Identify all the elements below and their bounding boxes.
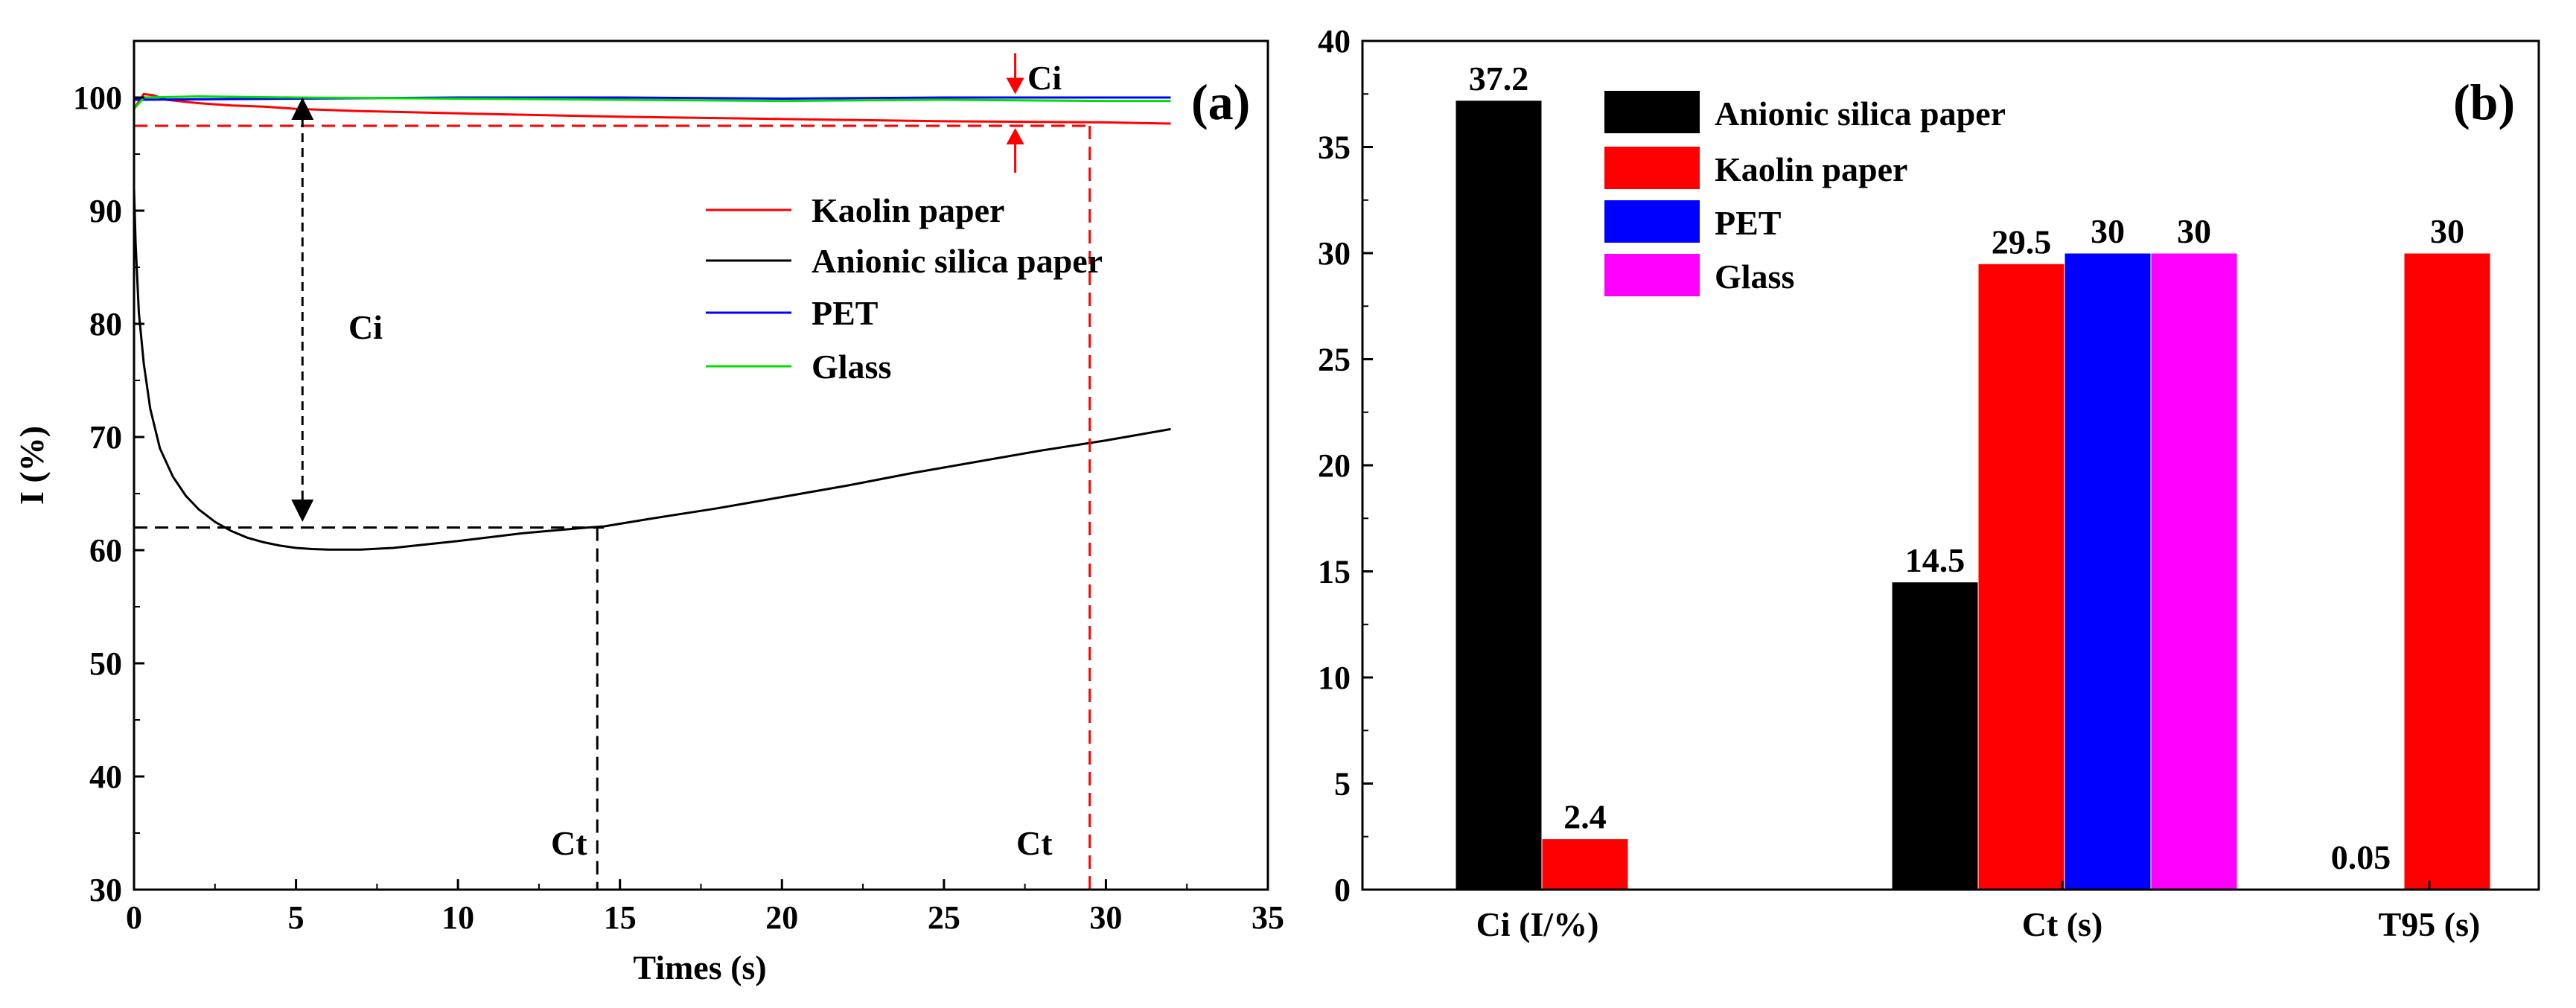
legend-swatch-glass-bar (1604, 254, 1700, 296)
category-label-t95-s: T95 (s) (2379, 905, 2481, 943)
x-tick-label: 10 (441, 899, 474, 936)
panel-b-data-labels: 37.2 2.4 14.5 29.5 30 30 0.05 30 (1469, 60, 2464, 876)
data-label-anionic-silica-paper-ct-s: 14.5 (1905, 541, 1966, 579)
x-tick-label: 30 (1089, 899, 1122, 936)
y-tick-label: 30 (89, 872, 122, 908)
bar-pet-ct-s (2064, 252, 2152, 890)
data-label-kaolin-paper-ci-i: 2.4 (1563, 798, 1607, 836)
x-tick-label: 5 (288, 899, 305, 936)
x-tick-label: 15 (604, 899, 637, 936)
bar-kaolin-paper-t95-s (2403, 252, 2491, 890)
bar-anionic-silica-paper-ci-i (1455, 100, 1543, 890)
series-line-glass (133, 95, 1171, 110)
y-tick-label: 90 (89, 193, 122, 229)
y-tick-label: 70 (89, 419, 122, 456)
b-y-tick-label: 40 (1318, 23, 1351, 60)
data-label-pet-ct-s: 30 (2091, 212, 2125, 250)
legend-swatch-anionic-silica-paper-bar (1604, 91, 1700, 133)
panel-a-x-axis-label: Times (s) (633, 948, 766, 986)
series-line-anionic-silica-paper (133, 188, 1171, 551)
panel-b-label: (b) (2453, 74, 2515, 130)
panel-b-bar-chart: 0 5 10 15 20 25 30 35 40 Ci (I/%) Ct (s) T95 (s) 3… (1318, 23, 2540, 943)
x-tick-label: 25 (928, 899, 960, 936)
data-label-kaolin-paper-ct-s: 29.5 (1992, 223, 2052, 261)
panel-b-legend: Anionic silica paper Kaolin paper PET Gl… (1604, 91, 2006, 296)
legend-label-anionic-silica-paper: Anionic silica paper (812, 242, 1103, 280)
ct-red-label: Ct (1016, 824, 1053, 862)
b-y-tick-label: 5 (1334, 766, 1351, 803)
b-y-tick-label: 15 (1318, 554, 1351, 590)
legend-b-label-kaolin-paper: Kaolin paper (1715, 150, 1907, 188)
ci-left-arrowhead-down (291, 500, 314, 522)
b-y-tick-label: 25 (1318, 342, 1351, 378)
ci-right-label: Ci (1027, 59, 1062, 97)
legend-b-label-pet: PET (1715, 204, 1781, 242)
bar-anionic-silica-paper-ct-s (1891, 581, 1979, 890)
panel-b-bars-group (1455, 100, 2491, 890)
panel-a-series-group (133, 92, 1171, 551)
bar-kaolin-paper-ct-s (1977, 263, 2065, 890)
b-y-tick-label: 35 (1318, 130, 1351, 166)
panel-a-label: (a) (1191, 74, 1250, 130)
panel-a-plot-frame (133, 39, 1269, 891)
b-y-tick-label: 30 (1318, 235, 1351, 272)
ci-left-label: Ci (348, 308, 383, 346)
b-y-tick-label: 10 (1318, 660, 1351, 696)
data-label-anionic-silica-paper-ci-i: 37.2 (1469, 60, 1529, 98)
panel-b-category-labels: Ci (I/%) Ct (s) T95 (s) (1476, 881, 2481, 943)
ci-right-arrowhead-down (1006, 77, 1024, 95)
y-tick-label: 100 (73, 80, 122, 116)
panel-a-y-axis-label: I (%) (13, 426, 51, 505)
ci-left-arrowhead-up (291, 98, 314, 120)
legend-label-pet: PET (812, 294, 878, 332)
panel-b-y-ticks: 0 5 10 15 20 25 30 35 40 (1318, 23, 1373, 908)
legend-swatch-pet-bar (1604, 200, 1700, 243)
bar-glass-ct-s (2150, 252, 2238, 890)
data-label-anionic-silica-paper-t95-s: 0.05 (2331, 838, 2391, 876)
panel-a-line-chart: 0 5 10 15 20 25 30 35 30 40 50 60 70 80 90 100 Times (… (13, 39, 1284, 986)
panel-a-legend: Kaolin paper Anionic silica paper PET Gl… (706, 191, 1103, 386)
data-label-glass-ct-s: 30 (2177, 212, 2211, 250)
ci-right-arrowhead-up (1006, 128, 1024, 145)
panel-a-x-ticks: 0 5 10 15 20 25 30 35 (126, 879, 1284, 936)
category-label-ci-i: Ci (I/%) (1476, 905, 1599, 943)
legend-label-kaolin-paper: Kaolin paper (812, 191, 1004, 229)
data-label-kaolin-paper-t95-s: 30 (2430, 212, 2464, 250)
panel-a-reference-lines (134, 124, 1091, 890)
x-tick-label: 35 (1252, 899, 1284, 936)
x-tick-label: 0 (126, 899, 142, 936)
x-tick-label: 20 (765, 899, 798, 936)
y-tick-label: 40 (89, 759, 122, 795)
legend-swatch-kaolin-paper-bar (1604, 147, 1700, 189)
y-tick-label: 50 (89, 645, 122, 682)
legend-label-glass: Glass (812, 348, 891, 386)
b-y-tick-label: 20 (1318, 447, 1351, 484)
legend-b-label-glass: Glass (1715, 258, 1794, 296)
y-tick-label: 60 (89, 532, 122, 569)
ct-black-label: Ct (551, 824, 587, 862)
category-label-ct-s: Ct (s) (2022, 905, 2103, 943)
panel-a-y-ticks: 30 40 50 60 70 80 90 100 (73, 80, 144, 908)
legend-b-label-anionic-silica-paper: Anionic silica paper (1715, 95, 2006, 133)
y-tick-label: 80 (89, 306, 122, 342)
bar-kaolin-paper-ci-i (1541, 838, 1629, 890)
b-y-tick-label: 0 (1334, 872, 1351, 908)
